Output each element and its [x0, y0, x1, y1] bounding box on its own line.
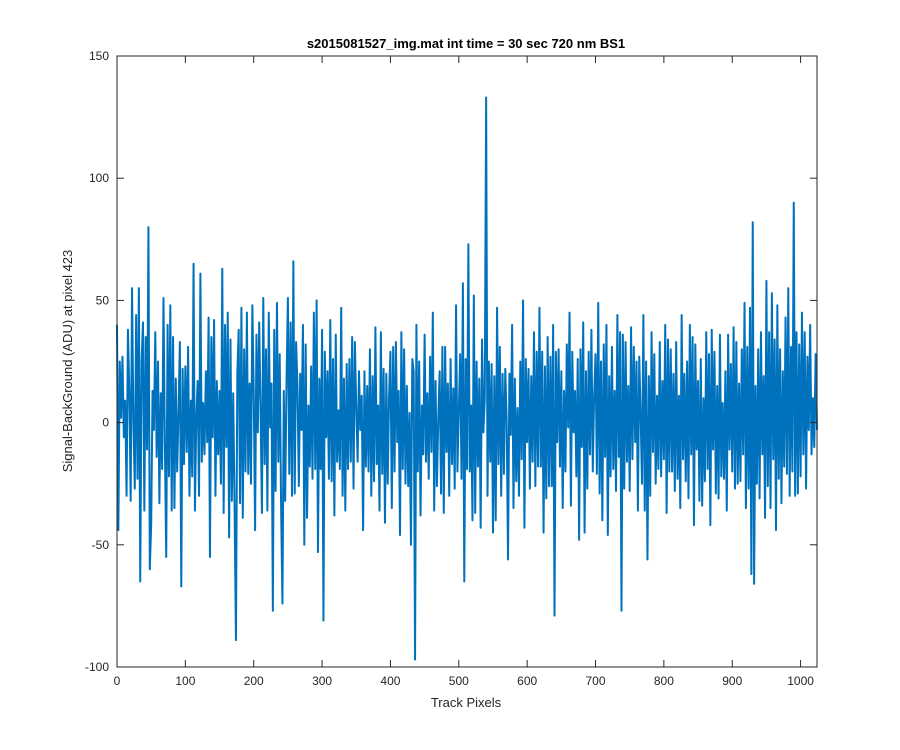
axes-layer: 0 100 200 300 400 500 600 700 800 900 1000 -100 -50 0…: [85, 49, 818, 688]
y-tick-label: -50: [92, 538, 110, 552]
x-tick-label: 700: [586, 674, 606, 688]
x-tick-label: 100: [175, 674, 195, 688]
y-axis-label: Signal-BackGround (ADU) at pixel 423: [60, 250, 75, 473]
x-tick-label: 200: [244, 674, 264, 688]
x-tick-label: 400: [380, 674, 400, 688]
x-tick-label: 1000: [787, 674, 814, 688]
x-tick-label: 600: [517, 674, 537, 688]
data-layer: [116, 96, 818, 661]
series-line-0: [116, 96, 818, 661]
y-tick-label: 0: [102, 416, 109, 430]
axes-box: [116, 55, 818, 668]
chart-title: s2015081527_img.mat int time = 30 sec 72…: [307, 36, 625, 51]
y-tick-label: -100: [85, 660, 109, 674]
x-axis-label: Track Pixels: [431, 695, 502, 710]
x-tick-label: 800: [654, 674, 674, 688]
x-tick-label: 300: [312, 674, 332, 688]
x-tick-label: 500: [449, 674, 469, 688]
y-tick-label: 50: [96, 293, 110, 307]
x-tick-label: 0: [114, 674, 121, 688]
y-tick-label: 100: [89, 171, 109, 185]
y-tick-label: 150: [89, 49, 109, 63]
x-tick-label: 900: [722, 674, 742, 688]
